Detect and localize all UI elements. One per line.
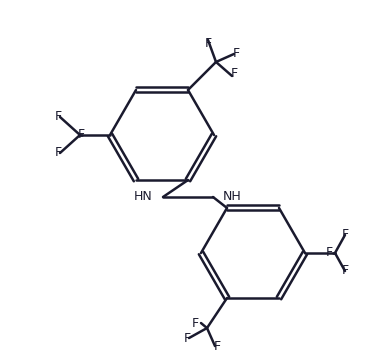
Text: F: F	[78, 129, 85, 142]
Text: HN: HN	[134, 190, 153, 203]
Text: F: F	[55, 147, 62, 160]
Text: F: F	[55, 110, 62, 123]
Text: F: F	[205, 37, 212, 50]
Text: F: F	[214, 340, 221, 353]
Text: F: F	[341, 228, 349, 241]
Text: F: F	[192, 316, 199, 329]
Text: NH: NH	[223, 190, 242, 203]
Text: F: F	[232, 47, 240, 60]
Text: F: F	[230, 67, 237, 80]
Text: F: F	[183, 332, 191, 345]
Text: F: F	[326, 247, 333, 260]
Text: F: F	[341, 265, 349, 278]
